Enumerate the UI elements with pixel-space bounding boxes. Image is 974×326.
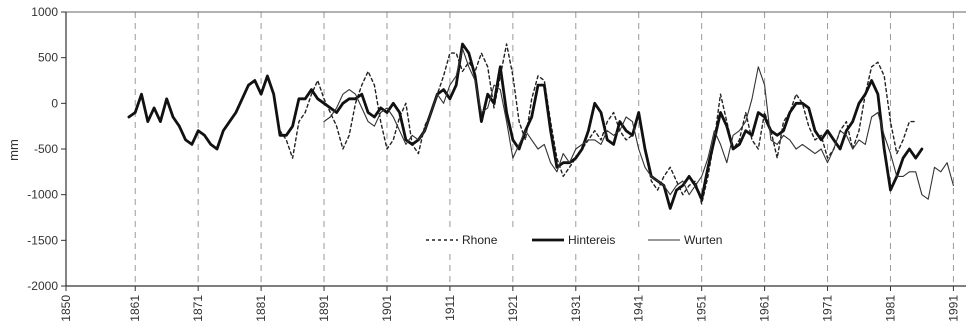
series-layer bbox=[127, 42, 954, 210]
x-tick-label-1891: 1891 bbox=[317, 295, 331, 322]
legend-label-rhone: Rhone bbox=[462, 233, 498, 247]
x-tick-label-1901: 1901 bbox=[380, 295, 394, 322]
x-tick-label-1951: 1951 bbox=[695, 295, 709, 322]
x-tick-label-1931: 1931 bbox=[569, 295, 583, 322]
legend: Rhone Hintereis Wurten bbox=[422, 230, 732, 250]
legend-label-hintereis: Hintereis bbox=[568, 233, 615, 247]
x-tick-label-1981: 1981 bbox=[883, 295, 897, 322]
x-tick-label-1991: 1991 bbox=[946, 295, 960, 322]
y-tick-label--1000: -1000 bbox=[27, 188, 58, 202]
legend-background bbox=[422, 230, 732, 250]
x-tick-label-1850: 1850 bbox=[59, 295, 73, 322]
x-tick-label-1961: 1961 bbox=[758, 295, 772, 322]
y-axis-title: mm bbox=[6, 139, 21, 161]
series-line-rhone bbox=[279, 43, 917, 205]
x-tick-label-1861: 1861 bbox=[128, 295, 142, 322]
y-tick-label-1000: 1000 bbox=[31, 5, 58, 19]
y-tick-label-0: 0 bbox=[51, 96, 58, 110]
series-line-wurten bbox=[323, 47, 954, 200]
y-tick-label--500: -500 bbox=[34, 142, 58, 156]
x-tick-label-1881: 1881 bbox=[254, 295, 268, 322]
y-tick-label-500: 500 bbox=[38, 51, 58, 65]
x-tick-label-1871: 1871 bbox=[191, 295, 205, 322]
x-tick-label-1911: 1911 bbox=[443, 295, 457, 321]
x-tick-label-1971: 1971 bbox=[821, 295, 835, 322]
legend-label-wurten: Wurten bbox=[684, 233, 722, 247]
x-tick-label-1921: 1921 bbox=[506, 295, 520, 322]
y-tick-label--2000: -2000 bbox=[27, 279, 58, 293]
x-tick-label-1941: 1941 bbox=[632, 295, 646, 322]
y-tick-label--1500: -1500 bbox=[27, 233, 58, 247]
